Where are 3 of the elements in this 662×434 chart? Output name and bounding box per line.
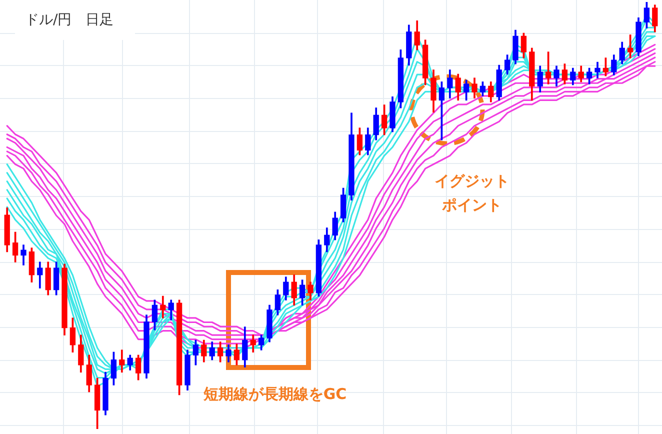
annotation: イグジットポイント (434, 171, 510, 216)
annotation: 短期線が長期線をGC (203, 384, 347, 405)
text: ドル/円 日足 (25, 12, 114, 29)
